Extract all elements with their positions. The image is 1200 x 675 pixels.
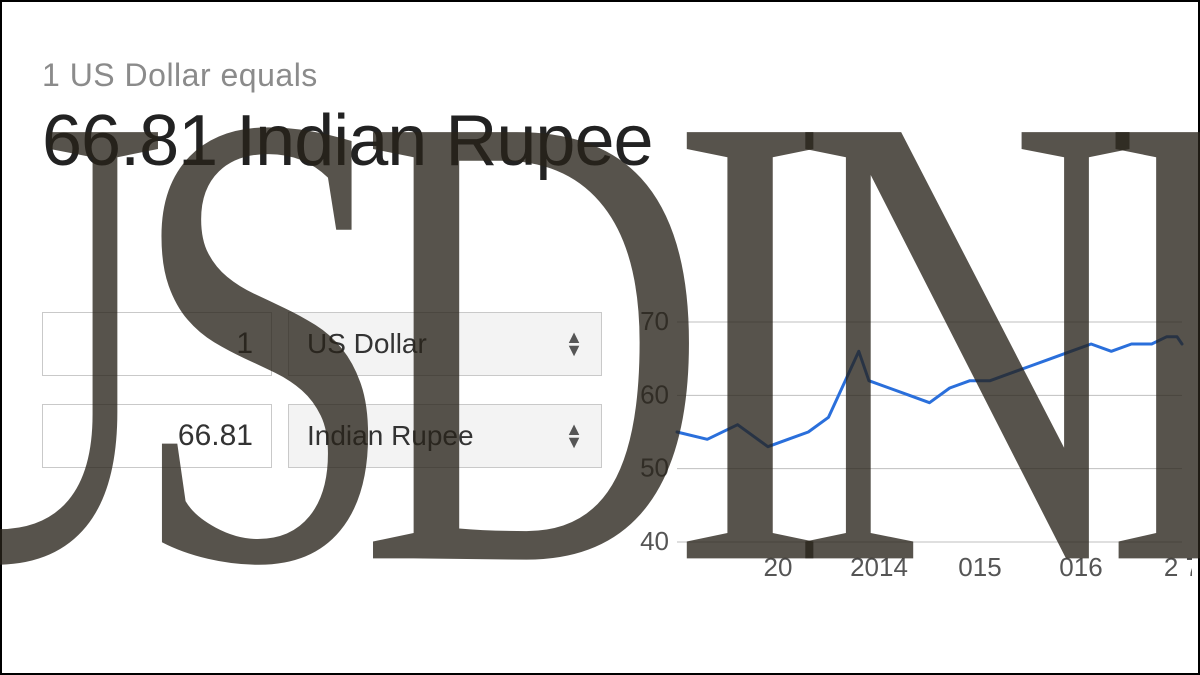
svg-text:2 7: 2 7	[1164, 552, 1192, 582]
lower-section: US Dollar ▲▼ Indian Rupee ▲▼ 40 50 60 70 20 2…	[42, 312, 1192, 582]
from-currency-label: US Dollar	[307, 328, 427, 360]
stepper-icon: ▲▼	[565, 331, 583, 356]
page-canvas: 1 US Dollar equals 66.81 Indian Rupee US…	[0, 0, 1200, 675]
currency-converter: US Dollar ▲▼ Indian Rupee ▲▼	[42, 312, 602, 468]
stepper-icon: ▲▼	[565, 423, 583, 448]
svg-text:60: 60	[640, 379, 669, 409]
to-amount-input[interactable]	[42, 404, 272, 468]
svg-text:50: 50	[640, 453, 669, 483]
exchange-rate-chart: 40 50 60 70 20 2014 015 016 2 7	[632, 312, 1192, 582]
to-currency-label: Indian Rupee	[307, 420, 474, 452]
converter-row-from: US Dollar ▲▼	[42, 312, 602, 376]
svg-text:40: 40	[640, 526, 669, 556]
converter-row-to: Indian Rupee ▲▼	[42, 404, 602, 468]
svg-text:20: 20	[764, 552, 793, 582]
svg-text:2014: 2014	[850, 552, 908, 582]
to-currency-select[interactable]: Indian Rupee ▲▼	[288, 404, 602, 468]
from-amount-input[interactable]	[42, 312, 272, 376]
rate-header: 1 US Dollar equals 66.81 Indian Rupee	[42, 57, 1178, 182]
conversion-rate: 66.81 Indian Rupee	[42, 100, 1178, 182]
from-currency-select[interactable]: US Dollar ▲▼	[288, 312, 602, 376]
svg-text:015: 015	[958, 552, 1001, 582]
svg-text:70: 70	[640, 312, 669, 336]
conversion-subheading: 1 US Dollar equals	[42, 57, 1178, 94]
chart-svg: 40 50 60 70 20 2014 015 016 2 7	[632, 312, 1192, 582]
svg-text:016: 016	[1059, 552, 1102, 582]
